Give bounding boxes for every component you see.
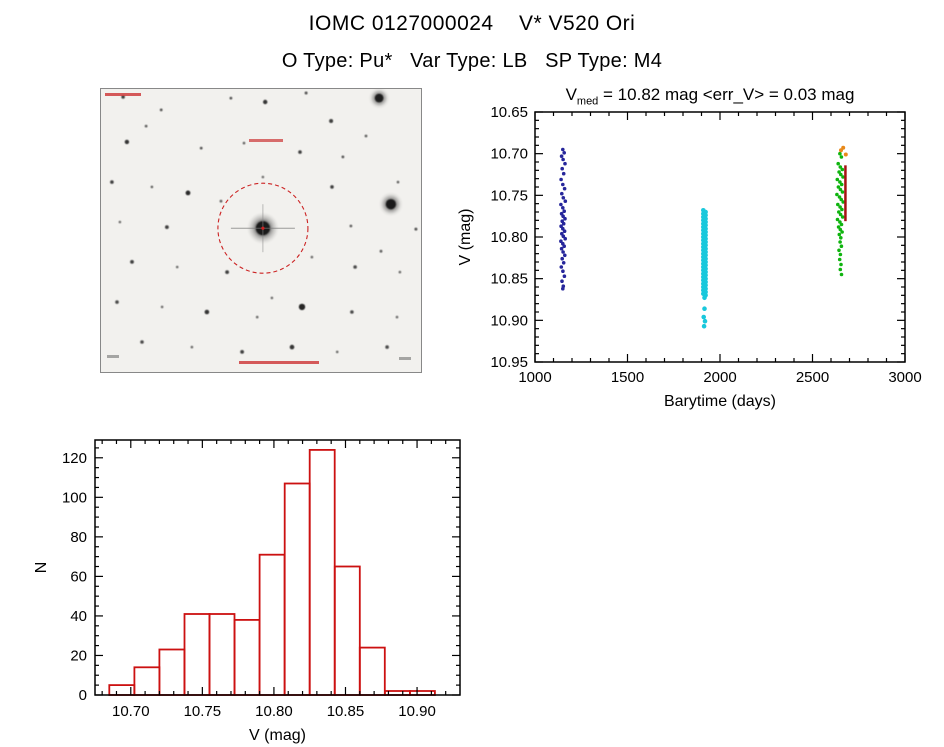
target-circle	[217, 182, 309, 274]
y-axis-label: N	[33, 562, 50, 574]
page-title: IOMC 0127000024 V* V520 Ori	[308, 12, 636, 35]
histogram-panel: 10.70 10.75 10.80 10.85 10.90 0 20 40 60 80 100 120…	[30, 428, 500, 747]
svg-text:10.85: 10.85	[490, 271, 528, 288]
series-epoch-3-green	[835, 151, 845, 277]
lightcurve-plot-svg: 1000 1500 2000 2500 3000 10.65 10.70 10.75 10.80…	[457, 104, 922, 410]
annotation-mark	[399, 357, 411, 360]
x-axis-label: V (mag)	[249, 727, 306, 744]
stars	[110, 90, 418, 354]
svg-text:2500: 2500	[796, 369, 829, 386]
svg-text:0: 0	[79, 687, 87, 704]
annotation-mark	[105, 93, 141, 96]
series-epoch-1-blue	[559, 147, 568, 291]
histogram-plot: 10.70 10.75 10.80 10.85 10.90 0 20 40 60 80 100 120…	[33, 439, 461, 744]
plot-frame	[94, 439, 461, 696]
svg-text:3000: 3000	[888, 369, 921, 386]
svg-text:10.70: 10.70	[112, 703, 150, 720]
annotation-mark	[239, 361, 319, 364]
page-subtitle: O Type: Pu* Var Type: LB SP Type: M4	[281, 50, 663, 72]
histogram-bars	[108, 448, 436, 696]
svg-text:10.75: 10.75	[490, 187, 528, 204]
svg-text:2000: 2000	[703, 369, 736, 386]
plot-frame	[534, 111, 906, 363]
lightcurve-title: Vmed = 10.82 mag <err_V> = 0.03 mag	[480, 85, 940, 107]
svg-text:1500: 1500	[611, 369, 644, 386]
lc-title-rest: = 10.82 mag <err_V> = 0.03 mag	[598, 85, 855, 104]
target-marker	[261, 226, 265, 230]
svg-text:10.80: 10.80	[490, 229, 528, 246]
svg-text:10.70: 10.70	[490, 146, 528, 163]
svg-text:10.80: 10.80	[255, 703, 293, 720]
axis-tick-labels: 1000 1500 2000 2500 3000 10.65 10.70 10.75 10.80…	[457, 104, 922, 410]
svg-text:10.90: 10.90	[490, 312, 528, 329]
axis-ticks	[95, 440, 460, 696]
lightcurve-panel: 1000 1500 2000 2500 3000 10.65 10.70 10.75 10.80…	[450, 80, 944, 420]
svg-text:1000: 1000	[518, 369, 551, 386]
finder-chart	[100, 88, 422, 373]
series-epoch-3-orange	[839, 145, 848, 157]
svg-text:20: 20	[70, 647, 87, 664]
series-epoch-2-cyan	[701, 208, 708, 329]
svg-text:60: 60	[70, 568, 87, 585]
axis-tick-labels: 10.70 10.75 10.80 10.85 10.90 0 20 40 60 80 100 120…	[33, 450, 436, 744]
lc-title-sub: med	[576, 95, 599, 108]
svg-text:80: 80	[70, 529, 87, 546]
x-axis-label: Barytime (days)	[664, 393, 776, 410]
annotation-mark	[249, 139, 283, 142]
svg-text:10.85: 10.85	[327, 703, 365, 720]
svg-text:10.90: 10.90	[398, 703, 436, 720]
svg-text:10.75: 10.75	[184, 703, 222, 720]
finder-chart-image	[101, 89, 421, 372]
lc-title-v: V	[565, 85, 577, 104]
svg-text:40: 40	[70, 608, 87, 625]
histogram-svg: 10.70 10.75 10.80 10.85 10.90 0 20 40 60 80 100 120…	[33, 439, 461, 744]
svg-text:120: 120	[62, 450, 87, 467]
y-axis-label: V (mag)	[457, 209, 474, 266]
svg-text:10.95: 10.95	[490, 354, 528, 371]
svg-text:10.65: 10.65	[490, 104, 528, 121]
annotation-mark	[107, 355, 119, 358]
svg-text:100: 100	[62, 489, 87, 506]
lightcurve-plot: 1000 1500 2000 2500 3000 10.65 10.70 10.75 10.80…	[457, 104, 922, 410]
axis-ticks	[534, 111, 906, 363]
